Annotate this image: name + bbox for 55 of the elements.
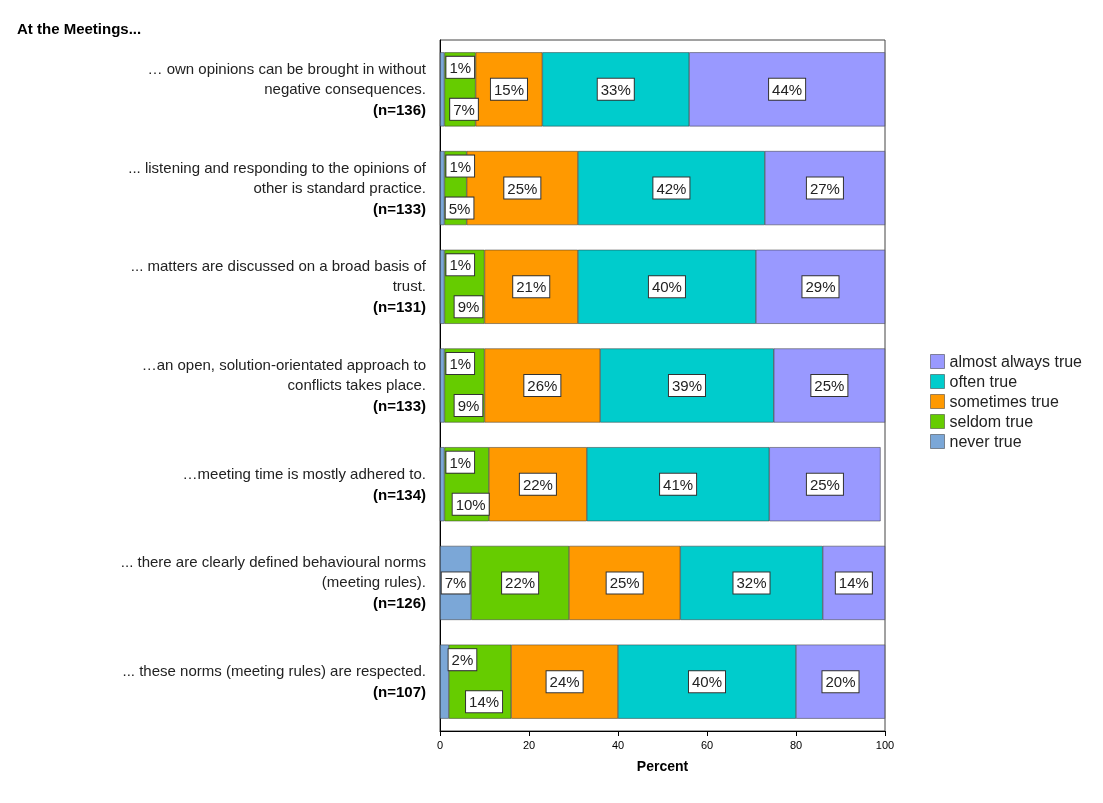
legend-label: often true xyxy=(949,373,1018,390)
data-label: 2% xyxy=(451,651,474,669)
data-label: 1% xyxy=(449,256,472,274)
data-label: 40% xyxy=(651,278,682,296)
data-label: 15% xyxy=(493,80,524,98)
y-tick-label: ... listening and responding to the opinions of other is standard practice. (n=133) xyxy=(128,158,427,217)
x-tick-label: 20 xyxy=(522,738,536,751)
legend-label: almost always true xyxy=(949,353,1083,370)
data-label: 22% xyxy=(505,574,536,592)
legend-label: never true xyxy=(949,433,1022,450)
text: At the Meetings... xyxy=(17,20,142,37)
x-tick-label: 80 xyxy=(789,738,803,751)
data-label: 25% xyxy=(809,475,840,493)
data-label: 1% xyxy=(449,355,472,372)
data-label: 25% xyxy=(609,574,640,592)
data-label: 25% xyxy=(814,377,845,394)
y-tick-label: …an open, solution-orientated approach to conflicts takes place. (n=133) xyxy=(141,356,426,414)
data-label: 40% xyxy=(691,673,723,691)
data-label: 5% xyxy=(448,199,471,217)
x-axis-title: Percent xyxy=(636,758,689,774)
data-label: 39% xyxy=(671,377,702,394)
data-label: 20% xyxy=(825,673,856,691)
data-label: 1% xyxy=(449,453,472,471)
y-tick-label: …meeting time is mostly adhered to. (n=134) xyxy=(182,464,426,503)
y-tick-label: … own opinions can be brought in without negative consequences. (n=136) xyxy=(147,59,427,118)
data-label: 25% xyxy=(507,179,538,197)
y-tick-label: ... matters are discussed on a broad basis of trust. (n=131) xyxy=(130,257,427,316)
data-label: 32% xyxy=(736,574,767,592)
data-label: 7% xyxy=(444,574,467,592)
data-label: 42% xyxy=(656,179,687,197)
y-tick-label: ... there are clearly defined behavioural norms (meeting rules). (n=126) xyxy=(120,553,426,612)
data-label: 1% xyxy=(449,157,472,175)
data-label: 7% xyxy=(453,100,475,118)
data-label: 14% xyxy=(469,693,500,711)
data-label: 1% xyxy=(449,58,472,76)
data-label: 9% xyxy=(457,397,480,414)
x-tick-label: 40 xyxy=(611,738,625,751)
data-label: 14% xyxy=(838,574,869,592)
data-label: 29% xyxy=(805,278,836,296)
x-tick-label: 60 xyxy=(700,738,714,751)
legend-label: seldom true xyxy=(949,413,1034,430)
data-label: 27% xyxy=(809,179,840,197)
data-label: 26% xyxy=(527,377,558,394)
data-label: 24% xyxy=(549,673,580,691)
y-tick-label: ... these norms (meeting rules) are respected. (n=107) xyxy=(122,662,426,701)
data-label: 41% xyxy=(663,475,694,493)
x-tick-label: 0 xyxy=(436,738,444,751)
data-label: 21% xyxy=(516,278,547,296)
data-label: 9% xyxy=(457,298,480,316)
data-label: 33% xyxy=(600,80,631,98)
data-label: 44% xyxy=(772,80,803,98)
x-tick-label: 100 xyxy=(875,738,895,751)
legend-label: sometimes true xyxy=(949,393,1059,410)
data-label: 10% xyxy=(455,495,486,513)
data-label: 22% xyxy=(522,475,553,493)
